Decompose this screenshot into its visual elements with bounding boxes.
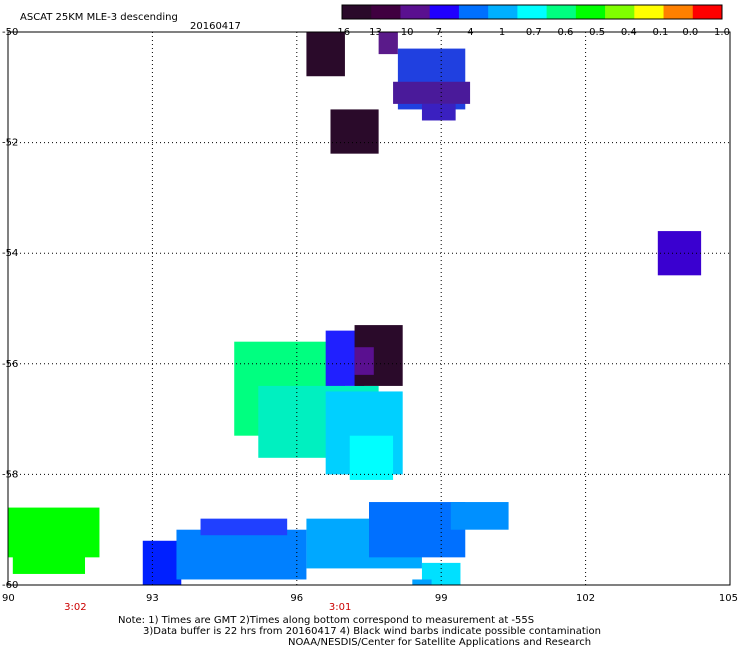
- data-patch: [378, 32, 398, 55]
- colorbar-swatch: [429, 5, 460, 19]
- y-tick-label: -52: [2, 138, 18, 149]
- data-patch: [142, 540, 182, 585]
- data-patch: [421, 103, 456, 121]
- data-patch: [200, 518, 288, 536]
- colorbar-swatch: [371, 5, 401, 19]
- data-patch: [176, 529, 307, 580]
- y-tick-label: -56: [2, 359, 18, 370]
- colorbar-swatch: [517, 5, 548, 19]
- y-tick-label: -54: [2, 248, 18, 259]
- colorbar-swatch: [488, 5, 518, 19]
- note-line-1: Note: 1) Times are GMT 2)Times along bot…: [118, 615, 535, 626]
- y-tick-label: -50: [2, 27, 18, 38]
- time-label: 3:01: [329, 602, 351, 613]
- data-patch: [450, 502, 509, 530]
- time-label: 3:02: [64, 602, 86, 613]
- colorbar-swatch: [342, 5, 372, 19]
- note-line-3: NOAA/NESDIS/Center for Satellite Applica…: [288, 637, 592, 648]
- colorbar-swatch: [634, 5, 665, 19]
- map-title: ASCAT 25KM MLE-3 descending: [20, 12, 178, 23]
- x-tick-label: 105: [719, 593, 738, 604]
- x-tick-label: 93: [146, 593, 159, 604]
- axis-ticks: 90 93 96 99 102 105 -50 -52 -54 -56 -58 -60 3:02 3:01: [2, 27, 738, 613]
- map-date: 20160417: [190, 21, 241, 32]
- data-patch: [369, 502, 466, 558]
- data-patch: [306, 32, 345, 77]
- colorbar-swatch: [605, 5, 635, 19]
- data-patch: [657, 231, 702, 276]
- data-patch: [393, 81, 471, 104]
- data-patch: [349, 435, 394, 480]
- y-tick-label: -58: [2, 469, 18, 480]
- graticule: [8, 32, 730, 585]
- colorbar-swatch: [692, 5, 723, 19]
- note-line-2: 3)Data buffer is 22 hrs from 20160417 4)…: [143, 626, 601, 637]
- colorbar-swatch: [575, 5, 606, 19]
- data-patch: [12, 551, 86, 574]
- data-patch: [412, 579, 432, 585]
- x-tick-label: 99: [435, 593, 448, 604]
- colorbar-swatch: [400, 5, 431, 19]
- x-tick-label: 96: [290, 593, 303, 604]
- x-tick-label: 90: [2, 593, 15, 604]
- data-patch: [330, 109, 379, 154]
- plot-frame: [7, 31, 731, 586]
- colorbar-frame: [341, 4, 723, 20]
- data-patch: [354, 347, 374, 375]
- colorbar-swatch: [663, 5, 694, 19]
- x-tick-label: 102: [576, 593, 595, 604]
- data-patches: [8, 32, 702, 585]
- colorbar-swatch: [458, 5, 489, 19]
- data-patch: [8, 507, 100, 558]
- colorbar-swatch: [546, 5, 577, 19]
- y-tick-label: -60: [2, 580, 18, 591]
